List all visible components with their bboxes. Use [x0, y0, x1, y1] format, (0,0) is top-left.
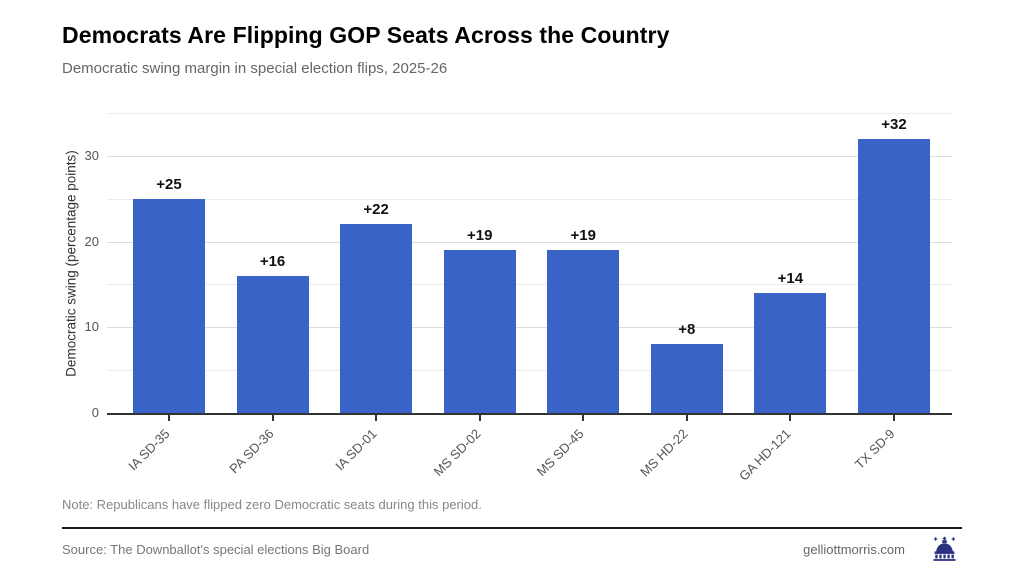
bar-value-label: +16 — [259, 252, 286, 270]
x-tick-mark — [478, 415, 481, 421]
bar-value-label: +14 — [777, 270, 804, 287]
note-text: Note: Republicans have flipped zero Demo… — [62, 497, 482, 512]
footer-divider — [62, 527, 962, 529]
minor-gridline — [107, 284, 952, 286]
bar-TX SD-9 — [857, 138, 930, 413]
source-text: Source: The Downballot's special electio… — [62, 542, 370, 557]
x-category-label: GA HD-121 — [736, 426, 795, 484]
x-category-label: TX SD-9 — [851, 426, 898, 472]
x-tick-mark — [789, 415, 792, 421]
capitol-dome-icon — [931, 535, 958, 562]
capitol-dome-glyph — [933, 536, 956, 561]
chart-title: Democrats Are Flipping GOP Seats Across … — [62, 22, 670, 48]
bar-MS HD-22 — [650, 344, 723, 413]
bar-value-label: +25 — [156, 175, 182, 193]
minor-gridline — [107, 113, 952, 114]
major-gridline — [107, 241, 952, 243]
y-tick-label: 30 — [84, 147, 99, 163]
bar-MS SD-45 — [547, 250, 620, 413]
bar-value-label: +32 — [881, 115, 907, 133]
bar-value-label: +19 — [570, 227, 596, 245]
bar-PA SD-36 — [236, 275, 309, 413]
x-tick-mark — [168, 415, 170, 421]
x-tick-mark — [892, 415, 895, 421]
y-tick-label: 10 — [84, 319, 99, 335]
bar-IA SD-35 — [133, 198, 205, 413]
bar-value-label: +8 — [678, 321, 696, 339]
x-tick-mark — [582, 415, 585, 421]
x-axis-line — [107, 413, 952, 415]
x-category-label: MS HD-22 — [636, 426, 691, 480]
y-tick-label: 20 — [84, 233, 99, 249]
chart-subtitle: Democratic swing margin in special elect… — [62, 60, 448, 77]
bar-IA SD-01 — [340, 224, 413, 413]
bar-value-label: +22 — [363, 201, 389, 219]
site-url-text: gelliottmorris.com — [803, 542, 905, 557]
bar-GA HD-121 — [754, 293, 827, 413]
major-gridline — [107, 155, 952, 157]
minor-gridline — [107, 370, 952, 372]
bar-value-label: +19 — [466, 227, 493, 245]
bar-MS SD-02 — [443, 250, 516, 413]
x-tick-mark — [685, 415, 688, 421]
x-tick-mark — [375, 415, 378, 421]
major-gridline — [107, 327, 952, 329]
x-tick-mark — [271, 415, 274, 421]
minor-gridline — [107, 198, 952, 200]
y-tick-label: 0 — [91, 405, 99, 420]
x-category-label: MS SD-45 — [533, 426, 587, 480]
